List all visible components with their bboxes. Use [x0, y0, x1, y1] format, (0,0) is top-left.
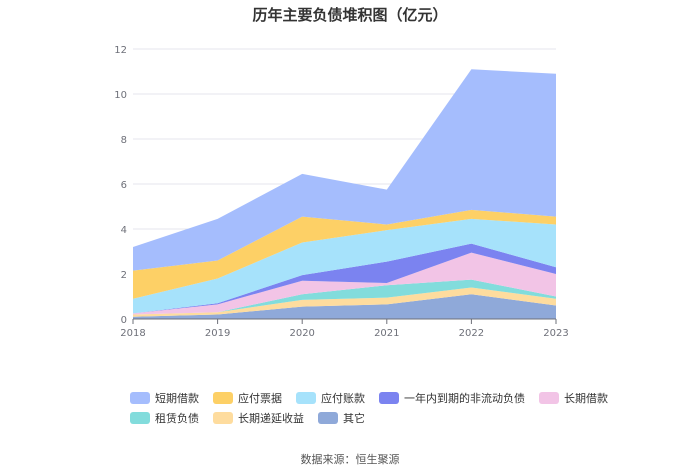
area-series-5 — [133, 218, 556, 314]
x-tick-label: 2023 — [543, 328, 568, 339]
legend-item[interactable]: 长期递延收益 — [213, 410, 304, 426]
legend-label: 租赁负债 — [155, 412, 199, 425]
legend-item[interactable]: 一年内到期的非流动负债 — [379, 390, 525, 406]
y-tick-label: 4 — [121, 225, 127, 236]
data-source: 数据来源：恒生聚源 — [300, 453, 400, 466]
legend-row: 短期借款 应付票据 应付账款 一年内到期的非流动负债 长期借款 — [130, 388, 608, 408]
legend-label: 应付账款 — [321, 392, 365, 405]
legend-item[interactable]: 短期借款 — [130, 390, 199, 406]
area-series-1 — [133, 287, 556, 317]
legend-label: 其它 — [343, 412, 365, 425]
legend-label: 长期借款 — [564, 392, 608, 405]
legend: 短期借款 应付票据 应付账款 一年内到期的非流动负债 长期借款 租赁负债 长期递延收益 其它 — [130, 388, 608, 428]
legend-item[interactable]: 租赁负债 — [130, 410, 199, 426]
y-tick-label: 2 — [121, 270, 127, 281]
area-series-0 — [133, 294, 556, 319]
y-tick-label: 8 — [121, 135, 127, 146]
legend-swatch — [130, 412, 150, 424]
y-tick-label: 6 — [121, 180, 127, 191]
legend-swatch — [213, 412, 233, 424]
area-series-4 — [133, 243, 556, 314]
legend-label: 长期递延收益 — [238, 412, 304, 425]
legend-item[interactable]: 长期借款 — [539, 390, 608, 406]
legend-swatch — [539, 392, 559, 404]
legend-swatch — [213, 392, 233, 404]
y-axis: 0 2 4 6 8 10 12 — [114, 45, 127, 326]
y-tick-label: 10 — [114, 90, 127, 101]
x-tick-label: 2019 — [205, 328, 230, 339]
y-tick-label: 12 — [114, 45, 127, 56]
x-tick-label: 2021 — [374, 328, 399, 339]
legend-label: 短期借款 — [155, 392, 199, 405]
area-series-6 — [133, 209, 556, 299]
legend-swatch — [379, 392, 399, 404]
area-series-2 — [133, 279, 556, 315]
legend-label: 应付票据 — [238, 392, 282, 405]
legend-swatch — [296, 392, 316, 404]
series-areas — [133, 69, 556, 319]
legend-item[interactable]: 其它 — [318, 410, 365, 426]
legend-row: 租赁负债 长期递延收益 其它 — [130, 408, 590, 428]
legend-item[interactable]: 应付账款 — [296, 390, 365, 406]
x-tick-label: 2020 — [289, 328, 314, 339]
chart-title: 历年主要负债堆积图（亿元） — [252, 6, 448, 24]
legend-swatch — [130, 392, 150, 404]
legend-swatch — [318, 412, 338, 424]
x-tick-label: 2022 — [459, 328, 484, 339]
area-series-7 — [133, 69, 556, 271]
y-tick-label: 0 — [121, 315, 127, 326]
x-axis: 2018 2019 2020 2021 2022 2023 — [120, 318, 569, 339]
legend-label: 一年内到期的非流动负债 — [404, 392, 525, 405]
area-series-3 — [133, 252, 556, 315]
x-tick-label: 2018 — [120, 328, 145, 339]
legend-item[interactable]: 应付票据 — [213, 390, 282, 406]
